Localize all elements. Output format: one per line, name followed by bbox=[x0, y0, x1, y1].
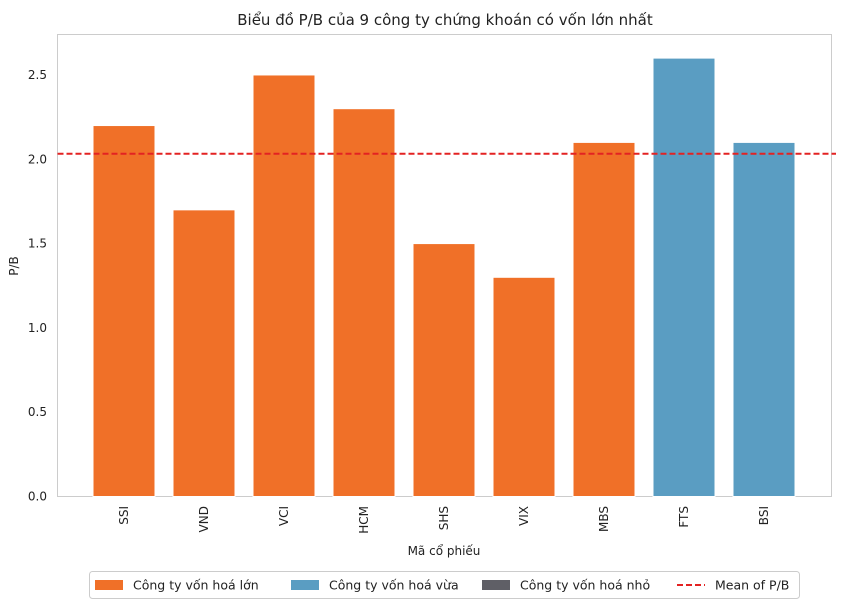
bar-shs bbox=[412, 243, 476, 497]
y-tick-label: 0.5 bbox=[28, 405, 47, 419]
bar-vix bbox=[492, 276, 556, 497]
x-tick-label: SHS bbox=[437, 506, 451, 530]
legend: Công ty vốn hoá lớn Công ty vốn hoá vừa Cô… bbox=[89, 571, 800, 599]
bar-vci bbox=[252, 74, 316, 497]
y-tick-label: 0.0 bbox=[28, 490, 47, 504]
legend-frame bbox=[89, 571, 800, 599]
bar-ssi bbox=[92, 125, 156, 498]
bar-fts bbox=[652, 57, 716, 498]
bar-bsi bbox=[732, 141, 796, 497]
y-tick-label: 2.0 bbox=[28, 152, 47, 166]
bar-vnd bbox=[172, 209, 236, 497]
x-tick-label: VIX bbox=[517, 506, 531, 526]
bar-hcm bbox=[332, 108, 396, 497]
y-tick-label: 1.0 bbox=[28, 321, 47, 335]
y-axis-label: P/B bbox=[7, 256, 21, 276]
legend-label: Mean of P/B bbox=[715, 578, 789, 593]
legend-swatch bbox=[95, 580, 123, 590]
x-tick-label: VND bbox=[197, 506, 211, 532]
legend-swatch bbox=[482, 580, 510, 590]
x-tick-label: MBS bbox=[597, 506, 611, 532]
bar-mbs bbox=[572, 141, 636, 497]
chart-title: Biểu đồ P/B của 9 công ty chứng khoán có… bbox=[237, 11, 653, 29]
x-tick-label: SSI bbox=[117, 506, 131, 525]
legend-label: Công ty vốn hoá lớn bbox=[133, 578, 259, 593]
x-tick-label: BSI bbox=[757, 506, 771, 525]
bars-group bbox=[92, 57, 796, 498]
y-tick-label: 1.5 bbox=[28, 237, 47, 251]
x-tick-label: HCM bbox=[357, 506, 371, 534]
x-tick-label: VCI bbox=[277, 506, 291, 526]
legend-swatch bbox=[291, 580, 319, 590]
y-tick-label: 2.5 bbox=[28, 68, 47, 82]
x-axis-ticks: SSI VND VCI HCM SHS VIX MBS FTS BSI bbox=[117, 506, 771, 534]
x-tick-label: FTS bbox=[677, 506, 691, 528]
legend-label: Công ty vốn hoá nhỏ bbox=[520, 578, 650, 593]
y-axis-ticks: 0.0 0.5 1.0 1.5 2.0 2.5 bbox=[28, 68, 47, 504]
x-axis-label: Mã cổ phiếu bbox=[408, 544, 481, 558]
legend-label: Công ty vốn hoá vừa bbox=[329, 578, 459, 593]
